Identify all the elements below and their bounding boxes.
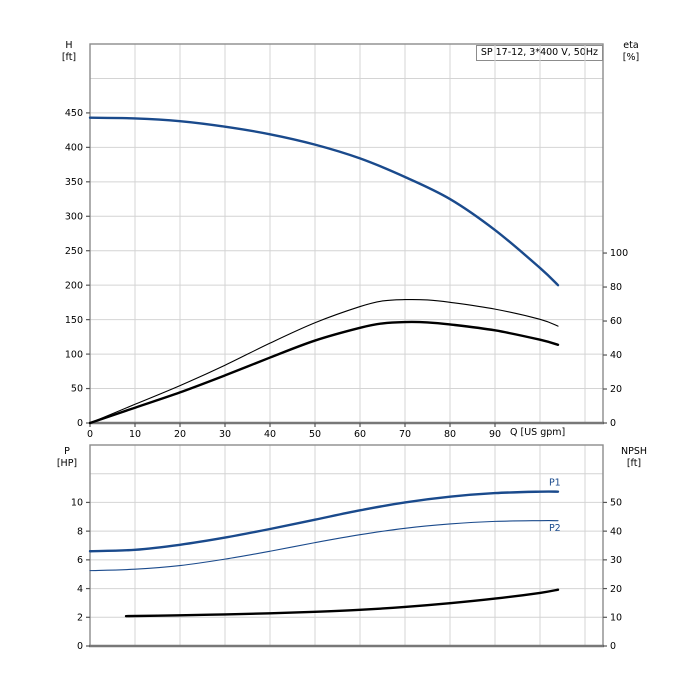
- right-axis-tick-label: 30: [610, 555, 622, 566]
- x-axis-tick-label: 60: [354, 429, 366, 440]
- eta-axis-title-line2: [%]: [622, 51, 640, 63]
- x-axis-tick-label: 30: [219, 429, 231, 440]
- pump-title-text: SP 17-12, 3*400 V, 50Hz: [480, 47, 598, 58]
- left-axis-tick-label: 100: [65, 349, 83, 360]
- p-axis-title-line1: P: [64, 446, 70, 457]
- left-axis-tick-label: 350: [65, 177, 83, 188]
- eta-pump-curve: [89, 298, 559, 424]
- left-axis-tick-label: 0: [77, 641, 83, 652]
- right-axis-tick-label: 100: [610, 248, 628, 259]
- head-efficiency-chart: 0 50 100 150 200 250 300 350 400 450 0 20 40 60 80 100 0…: [65, 43, 628, 440]
- right-axis-tick-label: 40: [610, 526, 622, 537]
- npsh-axis-title: NPSH [ft]: [612, 446, 656, 469]
- x-axis-tick-label: 40: [264, 429, 276, 440]
- left-axis-tick-label: 4: [77, 584, 83, 595]
- chart-top-svg: 0 50 100 150 200 250 300 350 400 450 0 20 40 60 80 100 0…: [65, 43, 628, 440]
- left-axis-tick-label: 50: [71, 384, 83, 395]
- p1-curve-label: P1: [549, 478, 561, 489]
- right-axis-tick-label: 20: [610, 384, 622, 395]
- left-axis-tick-label: 8: [77, 526, 83, 537]
- h-axis-title-line1: H: [65, 40, 73, 51]
- p1-curve: [88, 490, 560, 553]
- right-axis-tick-label: 40: [610, 350, 622, 361]
- eta-axis-title-line1: eta: [623, 40, 639, 51]
- left-axis-tick-label: 300: [65, 211, 83, 222]
- right-axis-tick-label: 0: [610, 418, 616, 429]
- p2-curve-label: P2: [549, 523, 561, 534]
- q-axis-title: Q [US gpm]: [510, 427, 566, 438]
- x-axis-tick-label: 90: [489, 429, 501, 440]
- p-axis-title: P [HP]: [51, 446, 83, 469]
- eta-axis-title: eta [%]: [615, 40, 647, 63]
- left-axis-tick-label: 400: [65, 143, 83, 154]
- x-axis-tick-label: 10: [129, 429, 141, 440]
- x-axis-tick-label: 70: [399, 429, 411, 440]
- left-axis-tick-label: 0: [77, 418, 83, 429]
- npsh-curve: [124, 588, 560, 618]
- x-axis-tick-label: 80: [444, 429, 456, 440]
- p2-curve: [89, 520, 559, 572]
- right-axis-tick-label: 60: [610, 316, 622, 327]
- eta-total-curve: [88, 320, 560, 425]
- npsh-axis-title-line2: [ft]: [626, 457, 642, 469]
- right-axis-tick-label: 10: [610, 612, 622, 623]
- left-axis-tick-label: 450: [65, 108, 83, 119]
- x-axis-tick-label: 0: [87, 429, 93, 440]
- plot-frame: [89, 43, 604, 424]
- x-axis-tick-label: 20: [174, 429, 186, 440]
- right-axis-tick-label: 20: [610, 584, 622, 595]
- h-axis-title: H [ft]: [54, 40, 84, 63]
- left-axis-tick-label: 2: [77, 612, 83, 623]
- left-axis-tick-label: 200: [65, 280, 83, 291]
- left-axis-tick-label: 6: [77, 555, 83, 566]
- h-axis-title-line2: [ft]: [61, 51, 77, 63]
- head-curve: [88, 116, 560, 287]
- p-axis-title-line2: [HP]: [56, 457, 78, 469]
- left-axis-tick-label: 250: [65, 246, 83, 257]
- right-axis-tick-label: 0: [610, 641, 616, 652]
- left-axis-tick-label: 150: [65, 315, 83, 326]
- right-axis-tick-label: 80: [610, 282, 622, 293]
- chart-bottom-svg: 0 2 4 6 8 10 0 10 20 30 40 50 P1 P2: [71, 444, 622, 652]
- power-npsh-chart: 0 2 4 6 8 10 0 10 20 30 40 50 P1 P2: [71, 444, 622, 652]
- left-axis-tick-label: 10: [71, 498, 83, 509]
- x-axis-tick-label: 50: [309, 429, 321, 440]
- right-axis-tick-label: 50: [610, 498, 622, 509]
- npsh-axis-title-line1: NPSH: [620, 446, 647, 457]
